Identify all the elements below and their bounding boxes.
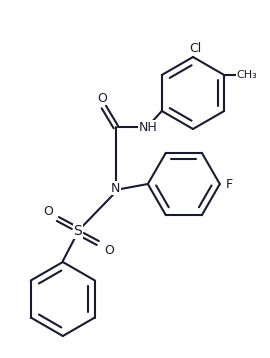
Text: F: F — [225, 178, 232, 190]
Text: O: O — [43, 204, 53, 218]
Text: O: O — [104, 243, 114, 256]
Text: O: O — [97, 92, 107, 105]
Text: NH: NH — [139, 121, 157, 134]
Text: S: S — [73, 224, 82, 238]
Text: N: N — [111, 182, 120, 194]
Text: CH₃: CH₃ — [237, 70, 258, 80]
Text: Cl: Cl — [189, 42, 201, 54]
